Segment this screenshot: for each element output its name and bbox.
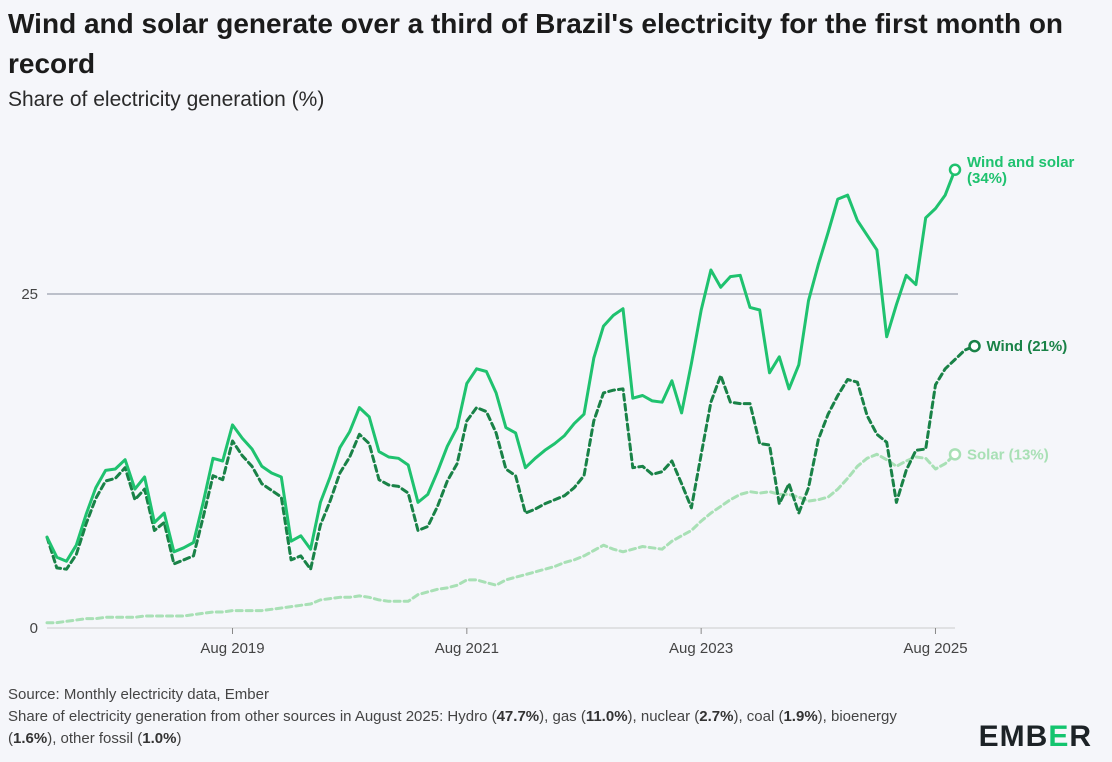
series-end-marker-solar: [948, 448, 962, 461]
x-tick-label-2023: Aug 2023: [669, 640, 733, 657]
series-line-solar: [45, 452, 957, 625]
series-end-marker-wind: [968, 339, 981, 353]
bioenergy-share: 1.6%: [13, 730, 48, 747]
series-end-label-solar: Solar (13%): [967, 446, 1049, 463]
y-tick-label-25: 25: [21, 286, 38, 303]
other-sources-note: Share of electricity generation from oth…: [8, 708, 897, 747]
x-tick-label-2021: Aug 2021: [435, 640, 499, 657]
series-end-label-value-wind-and-solar: (34%): [967, 170, 1007, 187]
ember-logo: EMBER: [978, 720, 1092, 753]
other-fossil-share: 1.0%: [142, 730, 177, 747]
coal-share: 1.9%: [783, 708, 818, 725]
hydro-share: 47.7%: [496, 708, 540, 725]
series-line-wind-and-solar: [45, 168, 957, 563]
nuclear-share: 2.7%: [699, 708, 734, 725]
series-end-marker-wind-and-solar: [948, 163, 962, 177]
source-note: Source: Monthly electricity data, Ember: [8, 686, 269, 703]
chart-subtitle: Share of electricity generation (%): [8, 88, 325, 111]
series-end-label-wind-and-solar: Wind and solar: [967, 154, 1075, 171]
gas-share: 11.0%: [585, 708, 628, 725]
line-chart: 0 25 Aug 2019 Aug 2021 Aug 2023 Aug 2025 Solar…: [21, 154, 1075, 657]
x-tick-label-2025: Aug 2025: [903, 640, 967, 657]
series-line-wind: [45, 344, 976, 571]
chart-title: Wind and solar generate over a third of …: [8, 8, 1064, 79]
x-tick-label-2019: Aug 2019: [200, 640, 264, 657]
chart-footer: Source: Monthly electricity data, Ember …: [8, 684, 948, 750]
y-tick-label-0: 0: [30, 620, 38, 637]
series-end-label-wind: Wind (21%): [987, 338, 1068, 355]
